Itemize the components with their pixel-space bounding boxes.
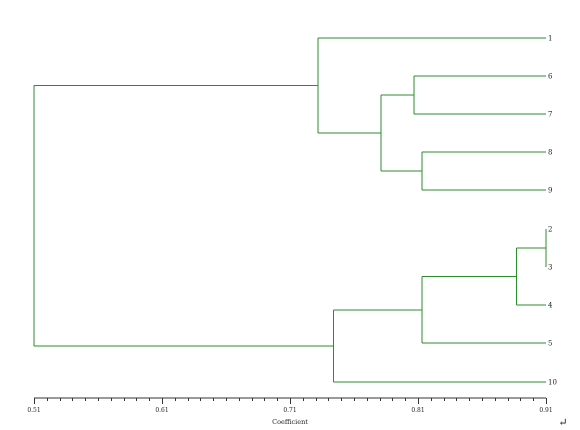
tick-label-3: 0.81 <box>411 407 424 414</box>
tick-label-0: 0.51 <box>27 407 40 414</box>
tick-label-2: 0.71 <box>283 407 296 414</box>
leaf-label-5: 5 <box>548 340 552 348</box>
leaf-label-6: 6 <box>548 73 553 81</box>
leaf-label-3: 3 <box>548 264 552 272</box>
leaf-label-1: 1 <box>548 35 552 43</box>
x-axis-title: Coefficient <box>272 418 308 426</box>
x-axis: 0.51 0.61 0.71 0.81 0.91 <box>27 397 553 414</box>
leaf-label-8: 8 <box>548 149 552 157</box>
leaf-labels: 1 6 7 8 9 2 3 4 5 10 <box>548 35 557 387</box>
tick-label-1: 0.61 <box>155 407 168 414</box>
leaf-label-2: 2 <box>548 226 552 234</box>
tick-label-4: 0.91 <box>539 407 552 414</box>
dendrogram-tree <box>33 37 547 383</box>
leaf-label-4: 4 <box>548 302 553 310</box>
paragraph-return-mark: ↵ <box>558 416 567 429</box>
leaf-label-10: 10 <box>548 379 557 387</box>
x-axis-ticks: 0.51 0.61 0.71 0.81 0.91 <box>27 398 553 414</box>
leaf-label-9: 9 <box>548 187 552 195</box>
leaf-label-7: 7 <box>548 111 552 119</box>
